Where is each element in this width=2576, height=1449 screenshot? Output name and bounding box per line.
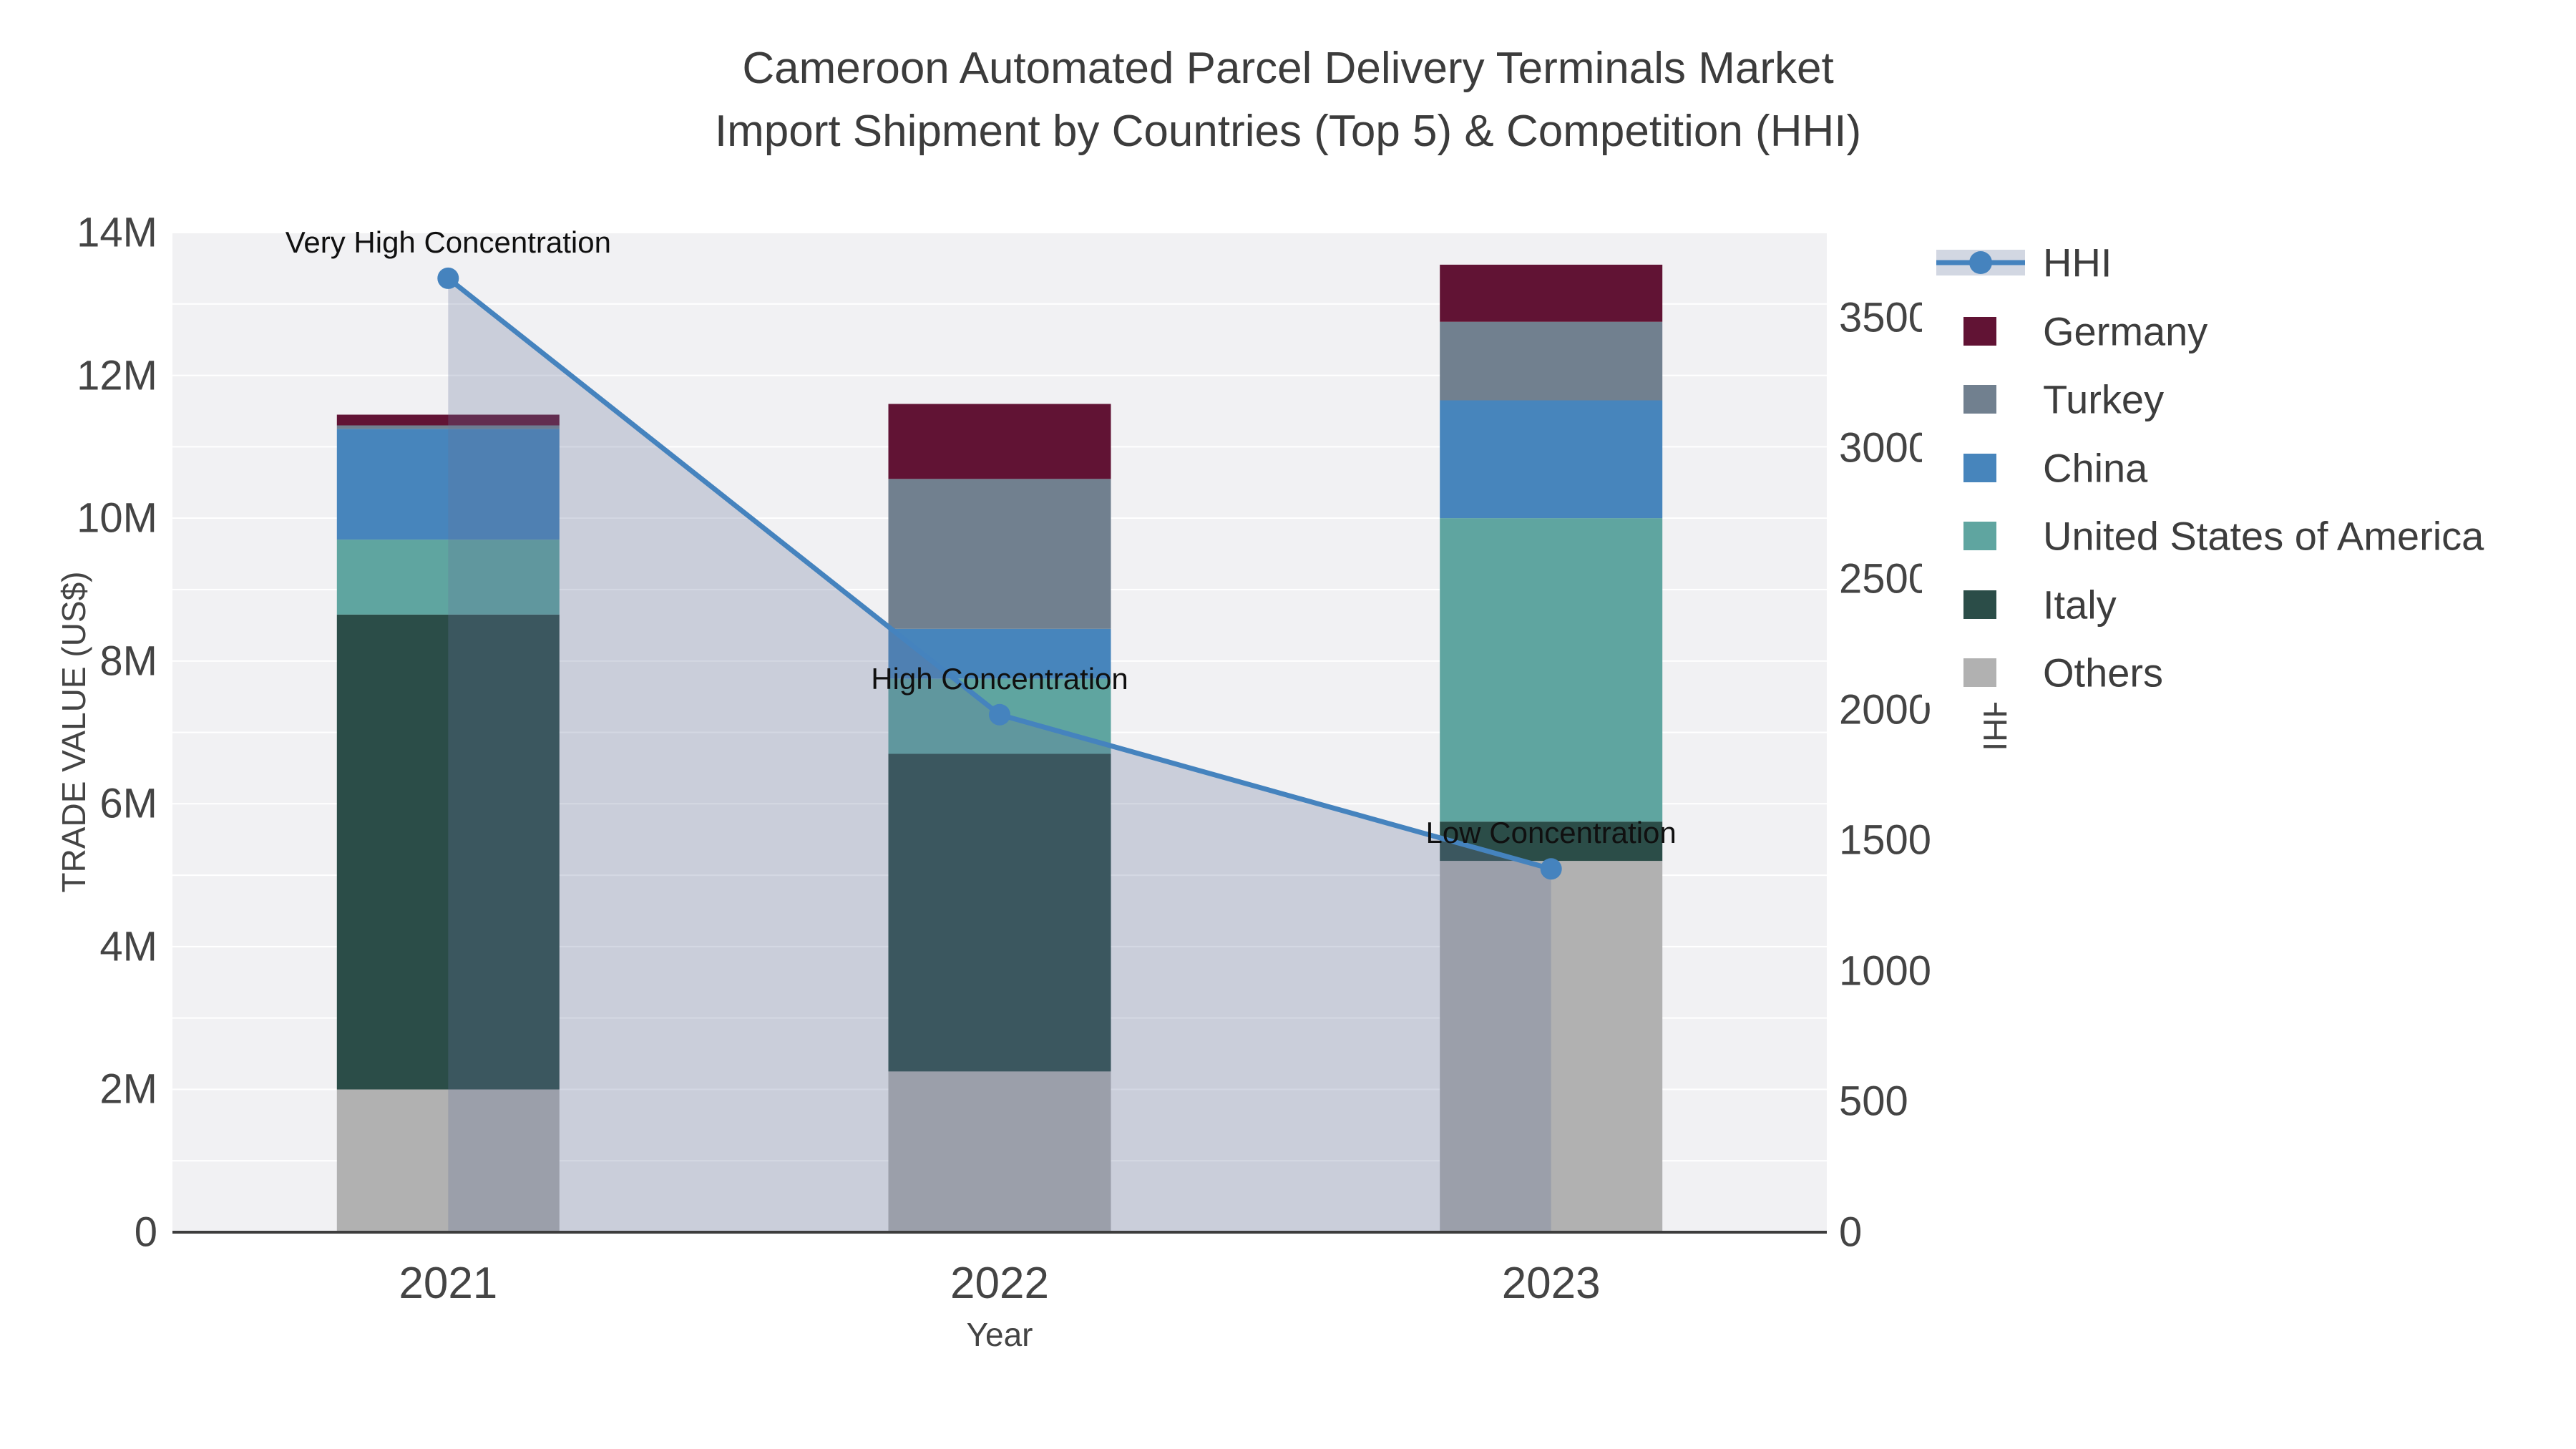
- y-left-tick-8M: 8M: [99, 638, 157, 685]
- legend-swatch-united-states-of-america: [1963, 522, 1996, 550]
- bar-segment-china-2021: [336, 429, 560, 540]
- chart-title: Cameroon Automated Parcel Delivery Termi…: [0, 37, 2576, 163]
- y-right-tick-500: 500: [1839, 1078, 1908, 1125]
- bar-segment-china-2023: [1440, 400, 1663, 519]
- legend-item-italy[interactable]: Italy: [1922, 576, 2570, 633]
- bar-segment-others-2023: [1440, 861, 1663, 1232]
- legend-label: Italy: [2043, 582, 2117, 627]
- bar-segment-germany-2022: [888, 404, 1111, 479]
- y-left-tick-0: 0: [134, 1209, 157, 1256]
- y-left-tick-2M: 2M: [99, 1065, 157, 1113]
- legend-label: United States of America: [2043, 513, 2484, 559]
- y-left-tick-14M: 14M: [77, 209, 157, 256]
- legend-label: China: [2043, 445, 2148, 490]
- y-left-tick-4M: 4M: [99, 923, 157, 970]
- y-left-tick-10M: 10M: [77, 494, 157, 542]
- hhi-marker-2022: [989, 703, 1010, 726]
- y-right-tick-3000: 3000: [1839, 424, 1932, 472]
- bar-segment-italy-2023: [1440, 821, 1663, 862]
- y-right-tick-2500: 2500: [1839, 555, 1932, 602]
- legend-item-united-states-of-america[interactable]: United States of America: [1922, 507, 2570, 565]
- legend-swatch-germany: [1963, 316, 1996, 346]
- x-tick-2022: 2022: [950, 1259, 1049, 1308]
- legend-swatch-turkey: [1963, 385, 1996, 414]
- bar-segment-italy-2022: [888, 753, 1111, 1072]
- x-tick-2021: 2021: [399, 1259, 498, 1308]
- y-right-axis-title: HHI: [1976, 694, 2014, 751]
- hhi-legend-marker-icon: [1969, 251, 1992, 274]
- y-right-tick-3500: 3500: [1839, 294, 1932, 341]
- bar-segment-united-states-of-america-2023: [1440, 518, 1663, 822]
- annotation-very-high-concentration: Very High Concentration: [285, 225, 611, 259]
- legend-swatch-china: [1963, 453, 1996, 482]
- chart-title-line-1: Cameroon Automated Parcel Delivery Termi…: [742, 44, 1834, 93]
- legend-swatch-others: [1963, 658, 1996, 687]
- bar-segment-germany-2021: [336, 414, 560, 426]
- bar-segment-united-states-of-america-2021: [336, 540, 560, 615]
- y-right-tick-1000: 1000: [1839, 947, 1932, 995]
- hhi-marker-2023: [1540, 858, 1562, 880]
- bar-segment-germany-2023: [1440, 264, 1663, 322]
- legend: HHI Germany Turkey China United States of Am…: [1922, 236, 2570, 703]
- legend-item-germany[interactable]: Germany: [1922, 303, 2570, 360]
- y-left-tick-6M: 6M: [99, 780, 157, 827]
- chart-title-line-2: Import Shipment by Countries (Top 5) & C…: [714, 107, 1862, 156]
- bar-segment-turkey-2023: [1440, 321, 1663, 401]
- bar-segment-turkey-2021: [336, 425, 560, 429]
- y-right-tick-0: 0: [1839, 1209, 1863, 1256]
- legend-label: HHI: [2043, 240, 2112, 286]
- hhi-marker-2021: [437, 267, 459, 289]
- x-axis-title: Year: [966, 1316, 1033, 1353]
- legend-item-china[interactable]: China: [1922, 439, 2570, 497]
- bar-segment-italy-2021: [336, 614, 560, 1090]
- legend-label: Turkey: [2043, 376, 2165, 422]
- y-left-axis-title: TRADE VALUE (US$): [55, 571, 92, 893]
- legend-label: Germany: [2043, 308, 2208, 353]
- annotation-high-concentration: High Concentration: [871, 661, 1128, 696]
- y-right-tick-1500: 1500: [1839, 816, 1932, 864]
- bar-segment-others-2021: [336, 1089, 560, 1232]
- legend-item-others[interactable]: Others: [1922, 644, 2570, 701]
- bar-segment-others-2022: [888, 1071, 1111, 1232]
- y-right-tick-2000: 2000: [1839, 686, 1932, 733]
- annotation-low-concentration: Low Concentration: [1425, 816, 1677, 850]
- legend-label: Others: [2043, 650, 2164, 696]
- bar-segment-turkey-2022: [888, 479, 1111, 629]
- legend-swatch-italy: [1963, 590, 1996, 619]
- legend-item-hhi[interactable]: HHI: [1922, 234, 2570, 291]
- legend-item-turkey[interactable]: Turkey: [1922, 371, 2570, 428]
- x-tick-2023: 2023: [1501, 1259, 1601, 1308]
- y-left-tick-12M: 12M: [77, 352, 157, 399]
- hhi-area-fill: [448, 278, 1551, 1232]
